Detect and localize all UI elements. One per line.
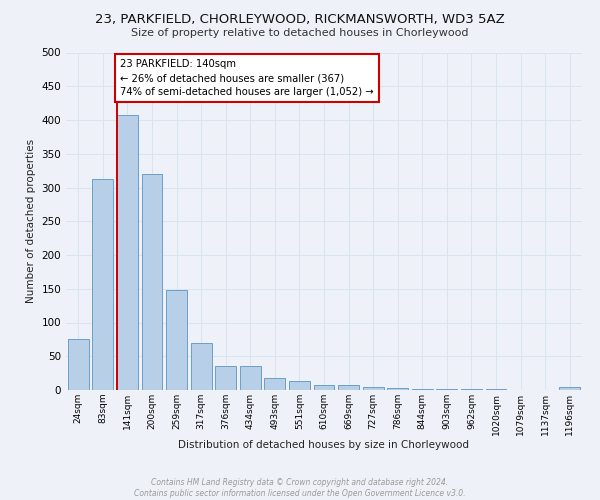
Bar <box>166 290 187 390</box>
Bar <box>142 174 163 390</box>
Bar <box>412 388 433 390</box>
Text: Contains HM Land Registry data © Crown copyright and database right 2024.
Contai: Contains HM Land Registry data © Crown c… <box>134 478 466 498</box>
Bar <box>362 386 383 390</box>
Bar <box>191 343 212 390</box>
Bar <box>559 386 580 390</box>
Bar <box>240 366 261 390</box>
Bar <box>117 114 138 390</box>
Text: 23 PARKFIELD: 140sqm
← 26% of detached houses are smaller (367)
74% of semi-deta: 23 PARKFIELD: 140sqm ← 26% of detached h… <box>120 59 374 97</box>
Bar <box>338 386 359 390</box>
Bar <box>68 340 89 390</box>
Bar <box>314 386 334 390</box>
Y-axis label: Number of detached properties: Number of detached properties <box>26 139 36 304</box>
Bar <box>92 180 113 390</box>
Bar <box>387 388 408 390</box>
Text: 23, PARKFIELD, CHORLEYWOOD, RICKMANSWORTH, WD3 5AZ: 23, PARKFIELD, CHORLEYWOOD, RICKMANSWORT… <box>95 12 505 26</box>
Bar <box>215 366 236 390</box>
X-axis label: Distribution of detached houses by size in Chorleywood: Distribution of detached houses by size … <box>179 440 470 450</box>
Text: Size of property relative to detached houses in Chorleywood: Size of property relative to detached ho… <box>131 28 469 38</box>
Bar <box>265 378 286 390</box>
Bar <box>289 381 310 390</box>
